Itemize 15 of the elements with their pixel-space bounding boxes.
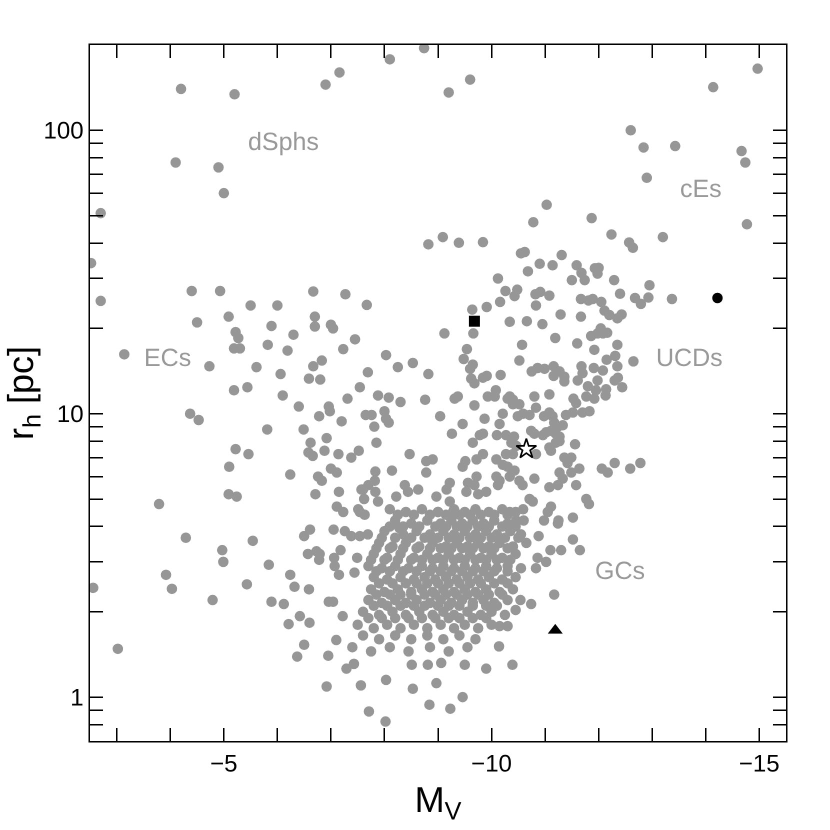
x-tick-label: −10 [471, 750, 512, 778]
point [712, 292, 723, 304]
y-tick-label: 10 [56, 401, 84, 428]
y-tick-label: 1 [70, 684, 84, 712]
x-tick-label: −5 [210, 750, 238, 778]
annotation: UCDs [656, 344, 723, 372]
y-tick-label: 100 [44, 118, 84, 145]
annotation: cEs [680, 175, 722, 203]
annotation: dSphs [248, 128, 319, 156]
annotation: ECs [144, 344, 192, 372]
annotation: GCs [595, 557, 645, 585]
point [516, 438, 538, 458]
x-axis-title: M$_{V}$ [414, 778, 462, 826]
x-tick-label: −15 [738, 750, 780, 778]
point [468, 316, 480, 327]
